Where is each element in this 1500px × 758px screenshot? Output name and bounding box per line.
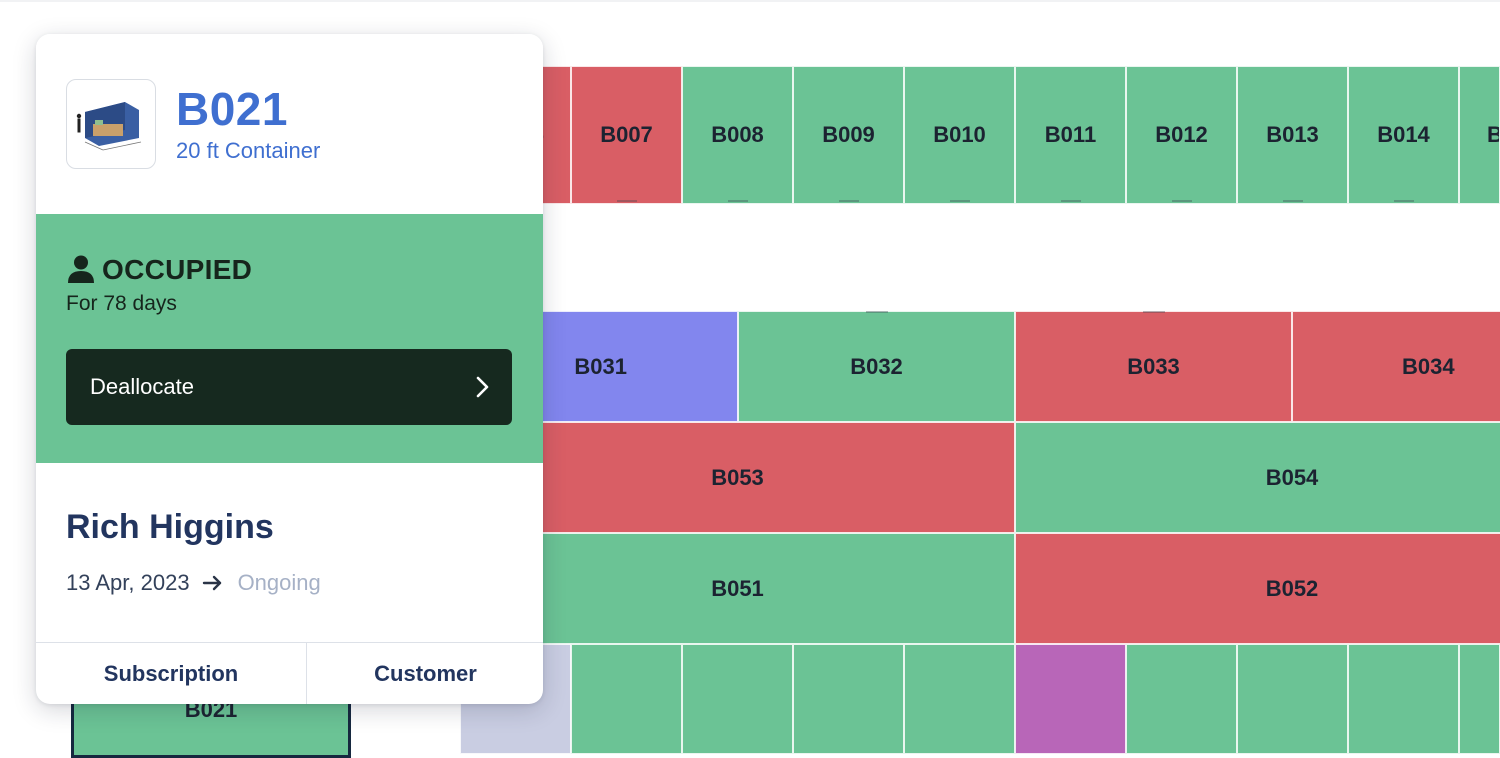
unit-cell-b051[interactable]: B051 bbox=[460, 533, 1015, 644]
unit-label: B053 bbox=[711, 464, 764, 490]
unit-code: B021 bbox=[176, 83, 288, 135]
door-marker bbox=[866, 311, 888, 313]
unit-cell-b032[interactable]: B032 bbox=[738, 311, 1015, 422]
end-date: Ongoing bbox=[237, 570, 321, 595]
door-marker bbox=[1061, 200, 1081, 202]
person-icon bbox=[68, 255, 94, 283]
unit-cell-b034[interactable]: B034 bbox=[1292, 311, 1500, 422]
unit-label: B009 bbox=[822, 122, 875, 147]
unit-label: B052 bbox=[1265, 575, 1319, 601]
container-thumbnail-icon bbox=[66, 79, 156, 169]
door-marker bbox=[1143, 311, 1165, 313]
unit-label: B031 bbox=[574, 353, 627, 379]
unit-cell-partial[interactable]: B bbox=[1459, 66, 1500, 204]
status-duration: For 78 days bbox=[66, 292, 177, 315]
unit-cell-blank[interactable] bbox=[1459, 644, 1500, 754]
unit-label: B032 bbox=[850, 353, 903, 379]
door-marker bbox=[950, 200, 970, 202]
unit-detail-popover: B021 20 ft Container OCCUPIED For 78 day… bbox=[36, 34, 543, 704]
unit-cell-b053[interactable]: B053 bbox=[460, 422, 1015, 533]
unit-cell-b011[interactable]: B011 bbox=[1015, 66, 1126, 204]
tab-subscription[interactable]: Subscription bbox=[103, 661, 239, 686]
unit-cell-blank[interactable] bbox=[1348, 644, 1459, 754]
door-marker bbox=[1172, 200, 1192, 202]
subscription-dates: 13 Apr, 2023 Ongoing bbox=[66, 568, 321, 598]
tab-customer[interactable]: Customer bbox=[306, 643, 543, 704]
customer-name[interactable]: Rich Higgins bbox=[66, 508, 274, 546]
door-marker bbox=[728, 200, 748, 202]
door-marker bbox=[1283, 200, 1303, 202]
unit-cell-b014[interactable]: B014 bbox=[1348, 66, 1459, 204]
unit-label: B014 bbox=[1377, 122, 1430, 147]
unit-label: B013 bbox=[1266, 122, 1319, 147]
unit-label: B010 bbox=[933, 122, 986, 147]
unit-label: B034 bbox=[1402, 353, 1455, 379]
unit-cell-b010[interactable]: B010 bbox=[904, 66, 1015, 204]
unit-cell-blank[interactable] bbox=[793, 644, 904, 754]
unit-cell-b009[interactable]: B009 bbox=[793, 66, 904, 204]
unit-type: 20 ft Container bbox=[176, 138, 321, 163]
unit-label: B012 bbox=[1155, 122, 1208, 147]
door-marker bbox=[839, 200, 859, 202]
unit-cell-purple[interactable] bbox=[1015, 644, 1126, 754]
unit-cell-blank[interactable] bbox=[904, 644, 1015, 754]
popover-tabs: Subscription Customer bbox=[36, 642, 543, 704]
status-panel: OCCUPIED For 78 days Deallocate bbox=[36, 214, 543, 463]
unit-cell-b012[interactable]: B012 bbox=[1126, 66, 1237, 204]
door-marker bbox=[617, 200, 637, 202]
chevron-right-icon bbox=[476, 376, 489, 398]
unit-cell-b013[interactable]: B013 bbox=[1237, 66, 1348, 204]
unit-cell-b007[interactable]: B007 bbox=[571, 66, 682, 204]
unit-label: B051 bbox=[711, 575, 764, 601]
deallocate-button[interactable]: Deallocate bbox=[66, 349, 512, 425]
unit-label: B bbox=[1487, 122, 1499, 148]
unit-cell-blank[interactable] bbox=[571, 644, 682, 754]
unit-cell-b054[interactable]: B054 bbox=[1015, 422, 1500, 533]
arrow-right-icon bbox=[202, 575, 221, 591]
top-divider bbox=[0, 0, 1500, 2]
unit-cell-blank[interactable] bbox=[1237, 644, 1348, 754]
unit-label: B033 bbox=[1127, 353, 1180, 379]
unit-label: B054 bbox=[1265, 464, 1319, 490]
unit-cell-b033[interactable]: B033 bbox=[1015, 311, 1292, 422]
deallocate-label: Deallocate bbox=[90, 374, 194, 399]
unit-cell-b052[interactable]: B052 bbox=[1015, 533, 1500, 644]
door-marker bbox=[1394, 200, 1414, 202]
unit-label: B008 bbox=[711, 122, 764, 147]
unit-header: B021 20 ft Container bbox=[36, 34, 543, 214]
status-label: OCCUPIED bbox=[102, 254, 253, 285]
unit-label: B011 bbox=[1044, 122, 1097, 147]
unit-cell-blank[interactable] bbox=[682, 644, 793, 754]
start-date: 13 Apr, 2023 bbox=[66, 570, 190, 595]
unit-cell-blank[interactable] bbox=[1126, 644, 1237, 754]
unit-cell-b008[interactable]: B008 bbox=[682, 66, 793, 204]
unit-label: B007 bbox=[600, 122, 653, 147]
